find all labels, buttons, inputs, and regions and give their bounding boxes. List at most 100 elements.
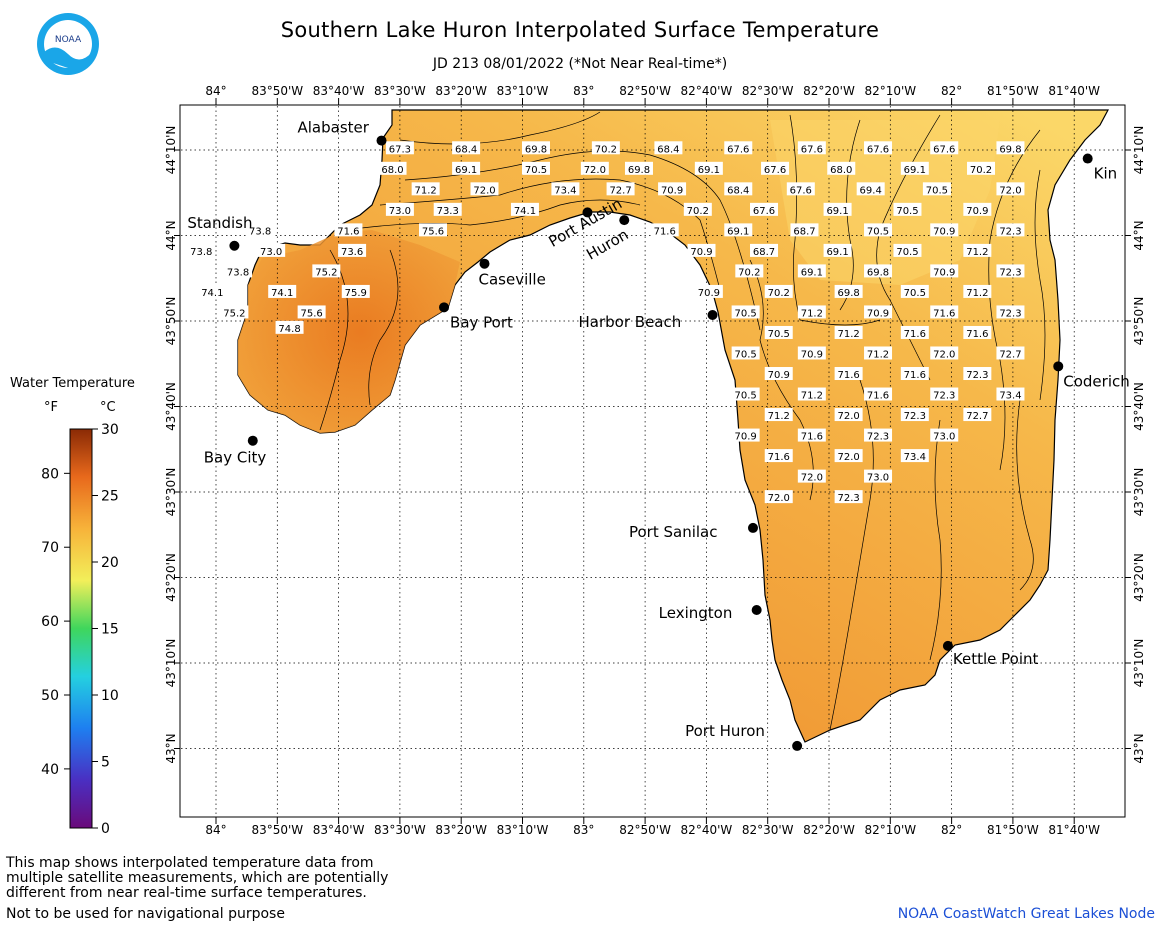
lat-tick-label: 44°N: [1132, 220, 1146, 250]
temp-label-box: [724, 141, 753, 155]
legend-color-bar: [69, 428, 93, 829]
lon-tick-label: 82°50'W: [619, 84, 671, 98]
noaa-logo-icon: NOAA: [37, 13, 99, 75]
lon-tick-label: 83°20'W: [435, 84, 487, 98]
temp-label-box: [996, 182, 1025, 196]
temp-label-box: [452, 161, 481, 175]
temp-label-box: [470, 182, 499, 196]
temp-label-box: [764, 367, 793, 381]
contour-line: [379, 178, 721, 291]
lat-tick-label: 43°40'N: [164, 382, 178, 431]
temp-label-box: [834, 490, 863, 504]
temp-value: 69.1: [727, 226, 749, 237]
temp-value: 75.2: [315, 267, 337, 278]
temp-label-box: [312, 264, 341, 278]
temp-value: 68.4: [657, 144, 679, 155]
lon-tick-label: 83°50'W: [251, 823, 303, 837]
latitude-labels-left: 44°10'N 44°N 43°50'N 43°40'N 43°30'N 43°20'N 4…: [164, 126, 180, 764]
temp-value: 72.0: [584, 165, 606, 176]
temp-value: 70.2: [768, 288, 790, 299]
lat-tick-label: 43°40'N: [1132, 382, 1146, 431]
temp-label-box: [580, 161, 609, 175]
contour-line: [929, 419, 942, 661]
credit-link[interactable]: NOAA CoastWatch Great Lakes Node: [897, 906, 1155, 922]
temp-value: 75.6: [300, 308, 322, 319]
lon-tick-label: 82°30'W: [742, 84, 794, 98]
place-marker-caseville: [479, 258, 490, 269]
temp-value: 68.7: [753, 247, 775, 258]
temp-value: 68.4: [727, 185, 749, 196]
place-label-kettle-point: Kettle Point: [953, 650, 1039, 668]
map-frame: [179, 104, 1126, 818]
temp-label-box: [996, 264, 1025, 278]
lat-tick-label: 43°50'N: [1132, 297, 1146, 346]
temp-value: 67.6: [753, 206, 775, 217]
temp-label-box: [268, 284, 297, 298]
lon-tick-label: 83°20'W: [435, 823, 487, 837]
temp-label-box: [764, 325, 793, 339]
temp-value: 69.8: [999, 144, 1021, 155]
legend-c-label: 20: [101, 555, 119, 571]
temp-value: 72.3: [867, 432, 889, 443]
temp-value: 73.4: [999, 391, 1021, 402]
place-label-port-huron: Port Huron: [685, 722, 765, 740]
lon-tick-label: 83°: [573, 84, 594, 98]
temp-value: 71.2: [867, 349, 889, 360]
temp-value: 70.9: [661, 185, 683, 196]
lon-tick-label: 82°20'W: [803, 823, 855, 837]
temp-value: 75.9: [345, 288, 367, 299]
place-marker-port-sanilac: [747, 522, 758, 533]
temp-value: 67.6: [801, 144, 823, 155]
temp-label-box: [996, 387, 1025, 401]
temp-value: 70.5: [768, 329, 790, 340]
temp-value: 74.1: [514, 206, 536, 217]
temp-label-box: [764, 408, 793, 422]
lat-tick-label: 44°10'N: [1132, 126, 1146, 175]
temp-label-box: [996, 223, 1025, 237]
note-line: multiple satellite measurements, which a…: [6, 870, 389, 886]
temp-value: 71.6: [904, 370, 926, 381]
temp-label-box: [731, 305, 760, 319]
temp-label-box: [900, 325, 929, 339]
contour-line: [404, 150, 761, 331]
temp-label-box: [764, 284, 793, 298]
temp-label-box: [198, 284, 227, 298]
place-label-standish: Standish: [187, 214, 252, 232]
lat-tick-label: 43°20'N: [1132, 553, 1146, 602]
temp-label-box: [731, 428, 760, 442]
contour-line: [829, 379, 874, 731]
place-label-bay-city: Bay City: [204, 449, 267, 467]
temp-label-box: [963, 325, 992, 339]
lon-tick-label: 83°30'W: [374, 84, 426, 98]
lake-main-body: [237, 109, 1109, 743]
temp-value: 71.6: [867, 391, 889, 402]
place-marker-coderich: [1053, 361, 1064, 372]
lon-tick-label: 81°40'W: [1048, 823, 1100, 837]
temp-value: 71.2: [837, 329, 859, 340]
latitude-labels-right: 44°10'N 44°N 43°50'N 43°40'N 43°30'N 43°20'N 4…: [1125, 126, 1146, 764]
temp-value: 69.1: [826, 247, 848, 258]
temp-value: 68.0: [381, 165, 403, 176]
temp-label-box: [996, 305, 1025, 319]
place-marker-bay-city: [247, 435, 258, 446]
temp-value: 69.8: [837, 288, 859, 299]
temp-label-box: [900, 161, 929, 175]
lat-tick-label: 44°10'N: [164, 126, 178, 175]
place-label-kin: Kin: [1094, 165, 1118, 183]
place-marker-alabaster: [376, 135, 387, 146]
temp-value: 74.8: [278, 324, 300, 335]
temp-value: 71.2: [801, 308, 823, 319]
temp-label-box: [834, 408, 863, 422]
navigation-warning: Not to be used for navigational purpose: [6, 906, 285, 922]
temp-label-box: [735, 264, 764, 278]
temp-value: 73.4: [554, 185, 576, 196]
temp-label-box: [900, 284, 929, 298]
place-label-port-austin: Port Austin: [545, 194, 625, 250]
lon-tick-label: 83°: [573, 823, 594, 837]
legend-f-label: 40: [41, 762, 59, 778]
place-label-caseville: Caseville: [478, 271, 545, 289]
temp-value: 69.1: [904, 165, 926, 176]
temp-value: 71.2: [966, 247, 988, 258]
